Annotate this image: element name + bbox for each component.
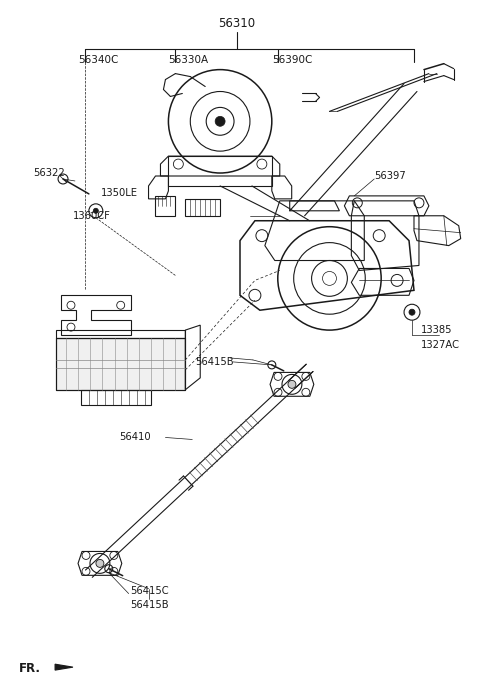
Text: 56410: 56410 <box>119 432 150 443</box>
Text: 1327AC: 1327AC <box>421 340 460 350</box>
Text: 56415B: 56415B <box>195 357 234 367</box>
Text: 1350LE: 1350LE <box>101 188 138 198</box>
Text: 56330A: 56330A <box>168 55 208 65</box>
Text: FR.: FR. <box>19 662 41 674</box>
Text: 56322: 56322 <box>33 168 65 178</box>
Polygon shape <box>55 664 73 670</box>
Text: 56340C: 56340C <box>78 55 118 65</box>
Text: 56310: 56310 <box>218 17 255 31</box>
Text: 56415C: 56415C <box>131 585 169 596</box>
Text: 56415B: 56415B <box>131 599 169 610</box>
Text: 13385: 13385 <box>421 325 453 335</box>
Text: 56397: 56397 <box>374 171 406 181</box>
Circle shape <box>409 309 415 315</box>
Polygon shape <box>56 338 185 390</box>
Circle shape <box>288 381 296 388</box>
Circle shape <box>96 560 104 567</box>
Circle shape <box>215 116 225 126</box>
Text: 56390C: 56390C <box>272 55 312 65</box>
Text: 1360CF: 1360CF <box>73 211 111 221</box>
Circle shape <box>93 208 98 213</box>
